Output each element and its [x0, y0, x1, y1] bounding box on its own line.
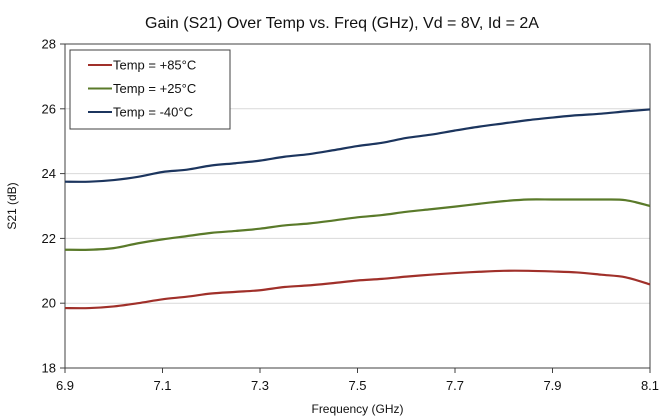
y-tick-label: 24: [42, 166, 56, 181]
legend-label: Temp = -40°C: [113, 105, 193, 120]
x-tick-label: 7.3: [251, 378, 269, 393]
series-line-0: [64, 269, 651, 310]
chart-title: Gain (S21) Over Temp vs. Freq (GHz), Vd …: [145, 15, 539, 32]
x-tick-label: 7.5: [348, 378, 366, 393]
x-tick-label: 7.9: [543, 378, 561, 393]
y-tick-label: 22: [42, 231, 56, 246]
x-tick-label: 6.9: [56, 378, 74, 393]
y-tick-label: 28: [42, 37, 56, 52]
x-tick-label: 8.1: [641, 378, 659, 393]
y-tick-label: 20: [42, 296, 56, 311]
series-line-2: [64, 108, 651, 183]
y-tick-label: 26: [42, 101, 56, 116]
x-tick-label: 7.1: [153, 378, 171, 393]
plot-area: 18 20 22 24 26 28 6.9 7.1 7.3 7.5 7.7 7.9 8.1: [42, 37, 660, 394]
x-tick-label: 7.7: [446, 378, 464, 393]
y-tick-label: 18: [42, 361, 56, 376]
legend-label: Temp = +85°C: [113, 58, 196, 73]
legend: Temp = +85°C Temp = +25°C Temp = -40°C: [69, 49, 231, 130]
x-axis-title: Frequency (GHz): [311, 402, 403, 416]
y-axis-title: S21 (dB): [5, 182, 19, 229]
legend-label: Temp = +25°C: [113, 81, 196, 96]
series-line-1: [64, 198, 651, 251]
